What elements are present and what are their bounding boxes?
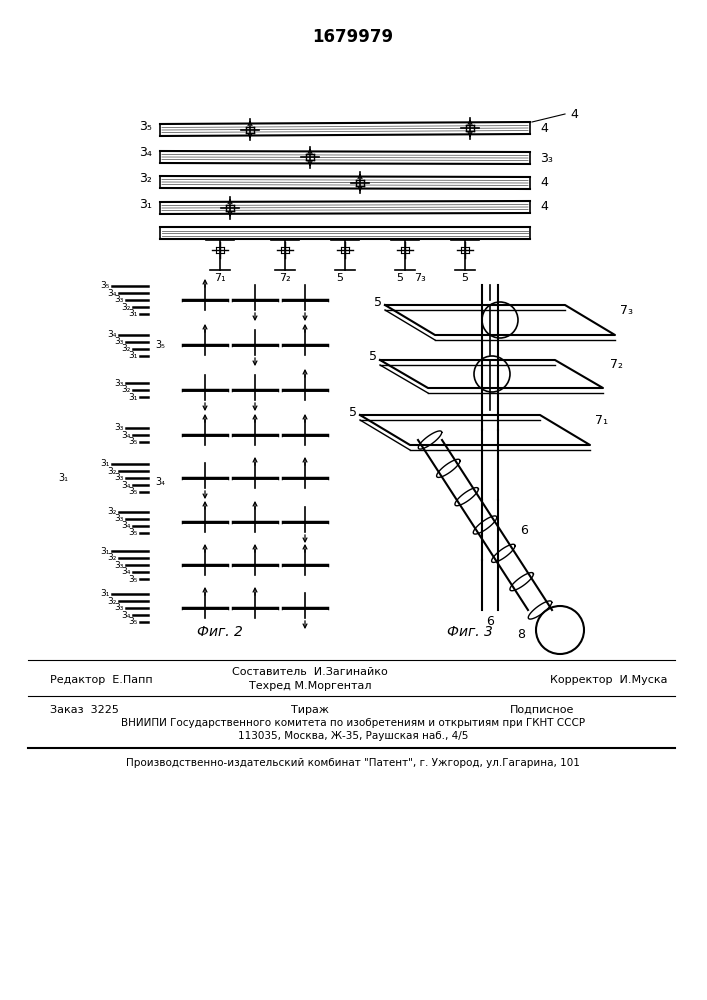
Text: 3₂: 3₂ [122,302,131,312]
Text: 3₄: 3₄ [122,481,131,489]
Text: Редактор  Е.Папп: Редактор Е.Папп [50,675,153,685]
Text: 3₃: 3₃ [115,560,124,570]
Text: 3₅: 3₅ [139,119,152,132]
Text: 3₂: 3₂ [107,596,117,605]
Text: Корректор  И.Муска: Корректор И.Муска [550,675,667,685]
Text: Составитель  И.Загинайко: Составитель И.Загинайко [232,667,388,677]
Text: 6: 6 [486,615,494,628]
Text: 4: 4 [540,121,548,134]
Text: 3₁: 3₁ [129,392,138,401]
Text: Техред М.Моргентал: Техред М.Моргентал [249,681,371,691]
Text: 3₂: 3₂ [107,466,117,476]
Text: 3₃: 3₃ [115,337,124,346]
Text: 3₁: 3₁ [129,351,138,360]
Text: 3₄: 3₄ [107,330,117,339]
Text: 3₁: 3₁ [100,460,110,468]
Text: 5: 5 [374,296,382,310]
Text: Заказ  3225: Заказ 3225 [50,705,119,715]
Text: 3₅: 3₅ [129,438,138,446]
Text: 3₃: 3₃ [115,296,124,304]
Text: Подписное: Подписное [510,705,574,715]
Text: 3₄: 3₄ [122,430,131,440]
Text: 3₂: 3₂ [122,385,131,394]
Text: 5: 5 [397,273,404,283]
Text: 7₁: 7₁ [595,414,608,426]
Text: 3₄: 3₄ [155,477,165,487]
Text: 3₄: 3₄ [107,288,117,298]
Text: 3₁: 3₁ [58,473,68,483]
Text: 3₃: 3₃ [540,151,553,164]
Text: 3₅: 3₅ [100,282,110,290]
Text: 5: 5 [349,406,357,418]
Text: 3₃: 3₃ [115,424,124,432]
Text: 3₅: 3₅ [129,488,138,496]
Text: 3₄: 3₄ [122,568,131,576]
Text: 7₃: 7₃ [414,273,426,283]
Text: 1679979: 1679979 [312,28,394,46]
Text: 6: 6 [520,524,528,536]
Text: 3₅: 3₅ [129,574,138,584]
Text: 4: 4 [540,176,548,190]
Text: 3₃: 3₃ [115,378,124,387]
Text: 7₁: 7₁ [214,273,226,283]
Text: 3₂: 3₂ [139,172,152,184]
Text: 3₂: 3₂ [107,554,117,562]
Text: 7₂: 7₂ [610,359,623,371]
Text: 5: 5 [337,273,344,283]
Text: 3₅: 3₅ [129,617,138,626]
Text: 7₂: 7₂ [279,273,291,283]
Text: Тираж: Тираж [291,705,329,715]
Text: 3₄: 3₄ [122,521,131,530]
Text: 3₃: 3₃ [115,514,124,523]
Text: Фиг. 3: Фиг. 3 [447,625,493,639]
Text: 5: 5 [462,273,469,283]
Text: 3₁: 3₁ [100,589,110,598]
Text: 7₃: 7₃ [620,304,633,316]
Text: 3₅: 3₅ [155,340,165,350]
Text: 5: 5 [369,351,377,363]
Text: 3₃: 3₃ [115,603,124,612]
Text: 8: 8 [517,629,525,642]
Text: Фиг. 2: Фиг. 2 [197,625,243,639]
Text: 3₂: 3₂ [107,507,117,516]
Text: Производственно-издательский комбинат "Патент", г. Ужгород, ул.Гагарина, 101: Производственно-издательский комбинат "П… [126,758,580,768]
Text: ВНИИПИ Государственного комитета по изобретениям и открытиям при ГКНТ СССР: ВНИИПИ Государственного комитета по изоб… [121,718,585,728]
Text: 3₁: 3₁ [100,546,110,556]
Text: 4: 4 [540,200,548,214]
Text: 3₁: 3₁ [139,198,152,211]
Text: 3₄: 3₄ [122,610,131,619]
Text: 3₄: 3₄ [139,146,152,159]
Text: 113035, Москва, Ж-35, Раушская наб., 4/5: 113035, Москва, Ж-35, Раушская наб., 4/5 [238,731,468,741]
Text: 3₁: 3₁ [129,310,138,318]
Text: 4: 4 [570,108,578,121]
Text: 3₃: 3₃ [115,474,124,483]
Text: 3₅: 3₅ [129,528,138,537]
Text: 3₂: 3₂ [122,344,131,353]
